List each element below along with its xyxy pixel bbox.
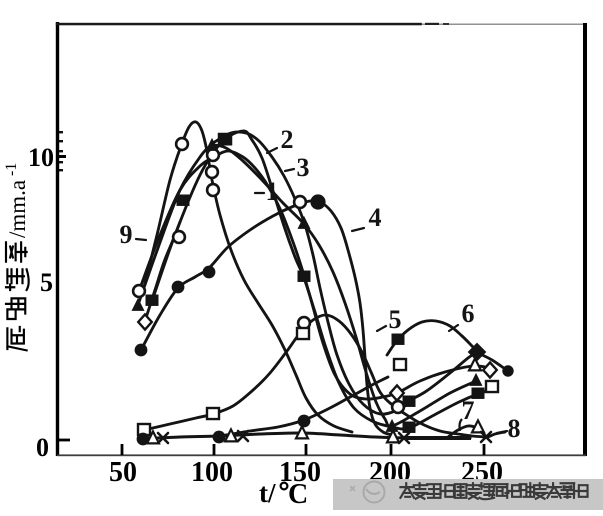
- svg-text:4: 4: [369, 203, 382, 232]
- svg-text:100: 100: [191, 457, 233, 488]
- svg-text:10: 10: [28, 143, 54, 172]
- svg-text:6: 6: [462, 299, 475, 328]
- svg-text:8: 8: [508, 414, 521, 443]
- svg-text:3: 3: [297, 153, 310, 182]
- svg-text:C: C: [288, 479, 308, 510]
- svg-text:5: 5: [40, 268, 53, 297]
- svg-text:/mm.a: /mm.a: [5, 180, 30, 238]
- svg-text:50: 50: [109, 457, 137, 488]
- svg-text:-1: -1: [3, 163, 20, 176]
- svg-text:7: 7: [462, 396, 475, 425]
- svg-text:9: 9: [120, 220, 133, 249]
- svg-text:t/: t/: [259, 478, 276, 508]
- svg-text:0: 0: [36, 433, 49, 462]
- svg-text:2: 2: [281, 125, 294, 154]
- svg-text:1: 1: [266, 177, 279, 206]
- svg-text:5: 5: [389, 305, 402, 334]
